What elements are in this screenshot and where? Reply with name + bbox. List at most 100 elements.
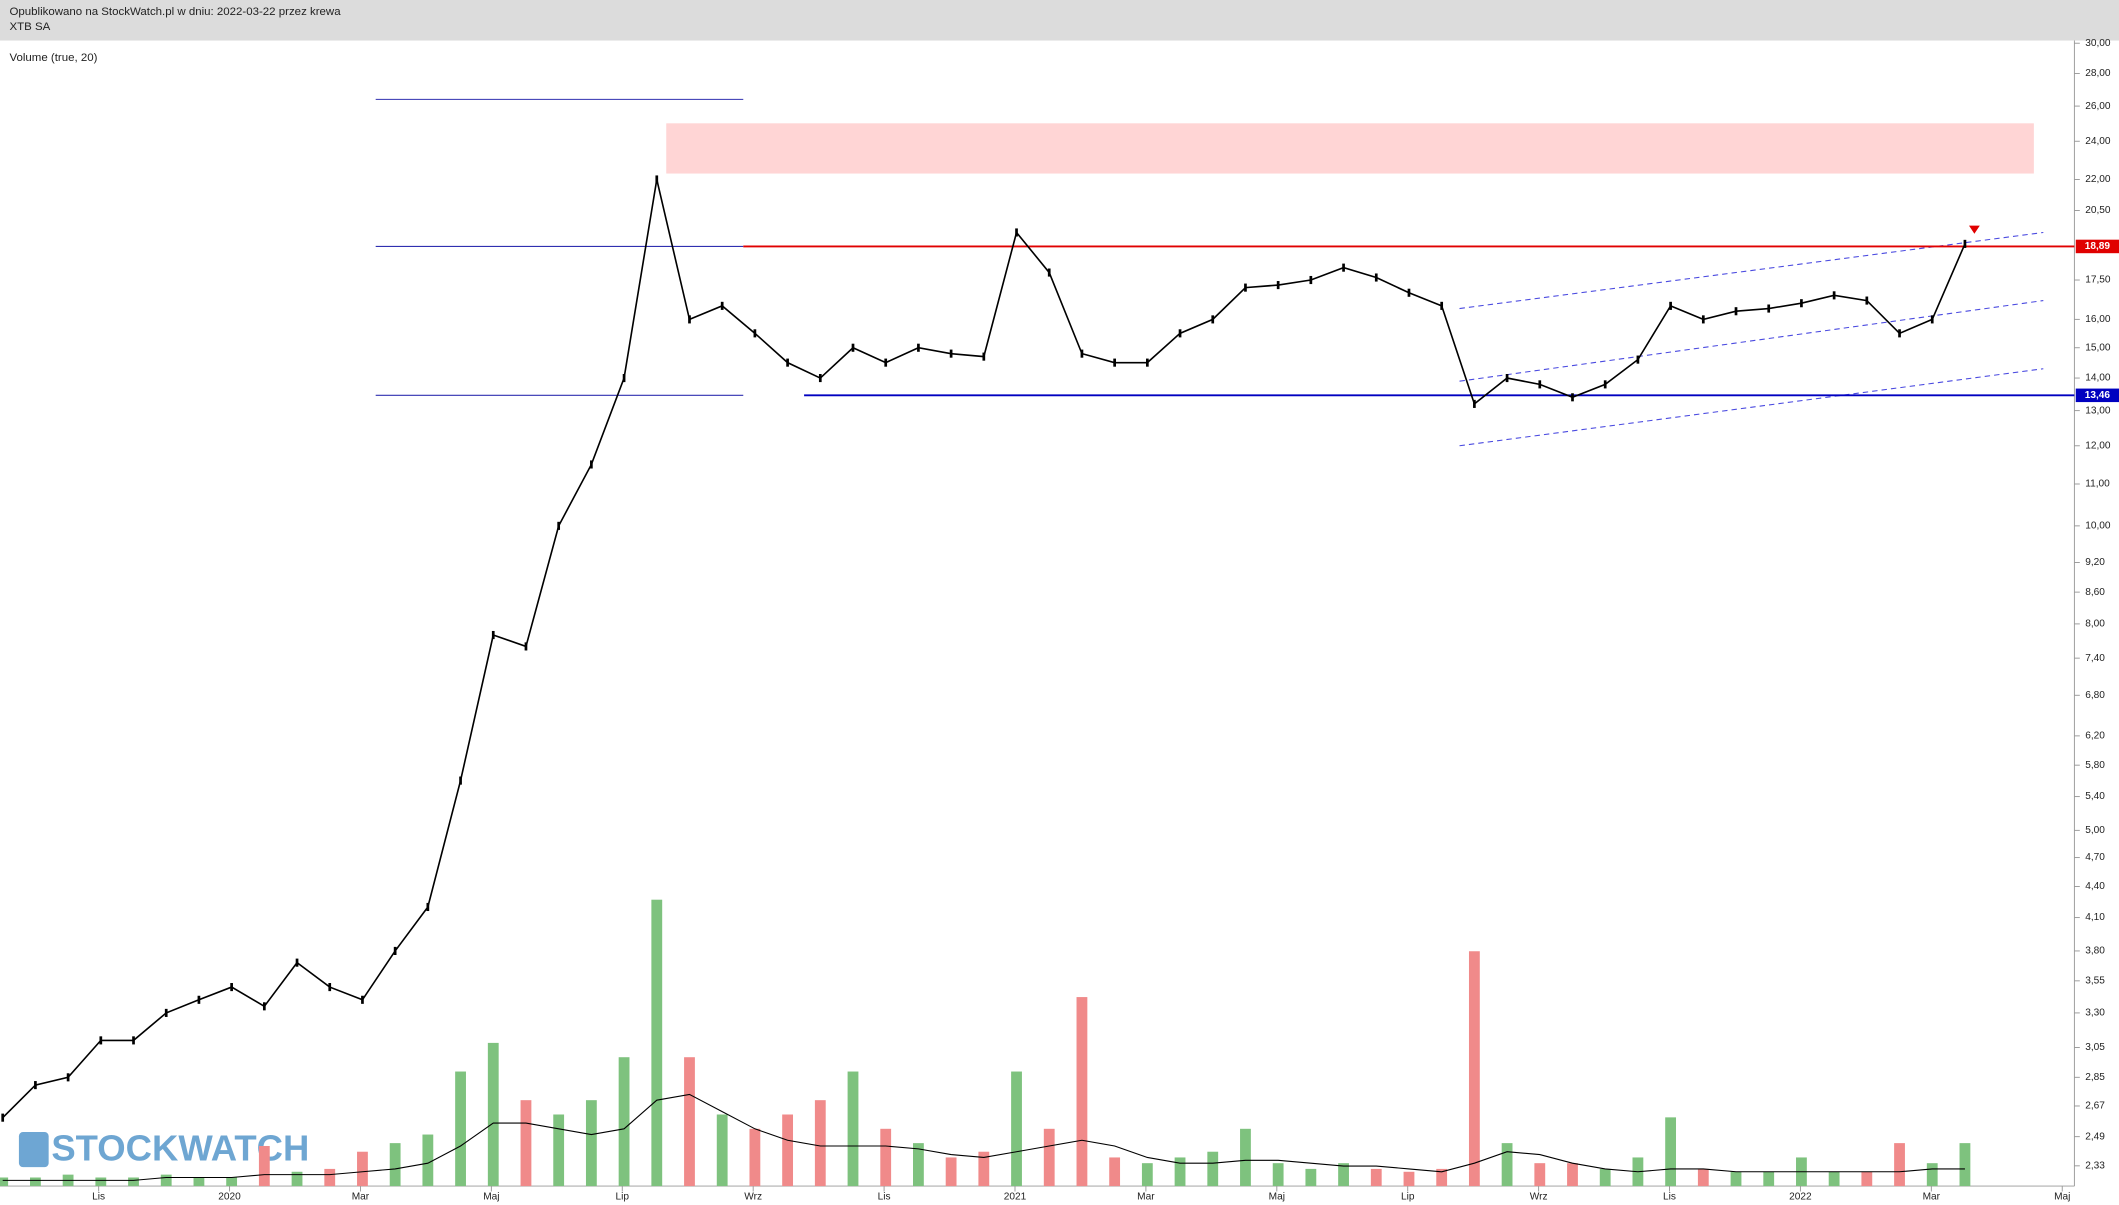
y-tick-label: 24,00 [2085, 136, 2111, 147]
y-tick-label: 5,80 [2085, 760, 2105, 771]
x-tick-label: Wrz [1530, 1192, 1548, 1203]
volume-bar [1763, 1171, 1775, 1187]
x-tick-label: Lip [616, 1192, 630, 1203]
volume-bar [716, 1114, 728, 1187]
volume-bar [1534, 1163, 1546, 1187]
volume-bar [1730, 1171, 1742, 1187]
y-tick-label: 15,00 [2085, 342, 2111, 353]
y-tick-label: 4,10 [2085, 912, 2105, 923]
y-tick-label: 3,30 [2085, 1008, 2105, 1019]
y-tick-label: 14,00 [2085, 373, 2111, 384]
price-line [2, 179, 1966, 1119]
channel-line [1459, 368, 2044, 447]
watermark: STOCKWATCH [51, 1128, 309, 1169]
symbol-text: XTB SA [9, 21, 50, 33]
volume-bar [651, 899, 663, 1187]
x-tick-label: Mar [352, 1192, 370, 1203]
x-tick-label: Lis [1663, 1192, 1676, 1203]
volume-ma [2, 1093, 1965, 1181]
volume-bar [160, 1174, 172, 1187]
y-tick-label: 3,55 [2085, 976, 2105, 987]
volume-bar [487, 1042, 499, 1187]
signal-marker [1968, 225, 1980, 234]
volume-bar [1305, 1168, 1317, 1187]
volume-bar [291, 1171, 303, 1187]
volume-bar [553, 1114, 565, 1187]
level-tag [2075, 388, 2119, 403]
volume-bar [1959, 1143, 1971, 1187]
header-bar [0, 0, 2119, 41]
y-tick-label: 12,00 [2085, 440, 2111, 451]
volume-bar [324, 1168, 336, 1187]
y-tick-label: 26,00 [2085, 101, 2111, 112]
volume-bar [1403, 1171, 1415, 1187]
volume-bar [389, 1143, 401, 1187]
y-tick-label: 2,67 [2085, 1101, 2105, 1112]
volume-bar [1468, 951, 1480, 1187]
y-tick-label: 5,00 [2085, 825, 2105, 836]
indicator-label: Volume (true, 20) [9, 52, 97, 64]
volume-bar [684, 1057, 695, 1187]
volume-bar [128, 1177, 139, 1187]
volume-bar [782, 1114, 794, 1187]
volume-bar [1599, 1168, 1611, 1187]
x-tick-label: Mar [1923, 1192, 1941, 1203]
volume-bar [749, 1128, 761, 1187]
volume-bar [847, 1071, 859, 1187]
resistance-zone [666, 123, 2034, 174]
volume-bar [520, 1100, 532, 1187]
x-tick-label: Lip [1401, 1192, 1415, 1203]
y-tick-label: 11,00 [2085, 479, 2110, 490]
y-tick-label: 30,00 [2085, 38, 2111, 49]
volume-bar [1011, 1071, 1022, 1187]
y-tick-label: 8,60 [2085, 587, 2105, 598]
volume-bar [422, 1134, 434, 1187]
y-tick-label: 7,40 [2085, 653, 2105, 664]
volume-bar [913, 1143, 924, 1187]
y-tick-label: 10,00 [2085, 521, 2111, 532]
volume-bar [1665, 1117, 1677, 1187]
level-tag-label: 18,89 [2085, 241, 2111, 252]
y-tick-label: 6,20 [2085, 731, 2105, 742]
y-tick-label: 9,20 [2085, 557, 2105, 568]
x-tick-label: Wrz [744, 1192, 762, 1203]
volume-bar [357, 1151, 368, 1187]
channel-line [1459, 231, 2044, 310]
volume-bar [1076, 997, 1088, 1187]
volume-bar [1109, 1157, 1121, 1187]
volume-bar [1567, 1163, 1578, 1187]
volume-bar [1370, 1168, 1382, 1187]
volume-bar [1861, 1171, 1873, 1187]
level-tag [2075, 239, 2119, 254]
y-tick-label: 6,80 [2085, 690, 2105, 701]
y-tick-label: 22,00 [2085, 174, 2111, 185]
volume-bar [1141, 1163, 1153, 1187]
volume-bar [1926, 1163, 1938, 1187]
published-text: Opublikowano na StockWatch.pl w dniu: 20… [9, 6, 341, 18]
volume-bar [455, 1071, 466, 1187]
y-tick-label: 17,50 [2085, 275, 2111, 286]
x-tick-label: 2020 [218, 1192, 241, 1203]
y-tick-label: 28,00 [2085, 68, 2111, 79]
volume-bar [1043, 1128, 1055, 1187]
y-tick-label: 4,40 [2085, 881, 2105, 892]
volume-bar [30, 1177, 41, 1187]
volume-bar [618, 1057, 630, 1187]
volume-bar [226, 1177, 238, 1187]
logo-icon [18, 1132, 49, 1168]
volume-bar [880, 1128, 892, 1187]
y-tick-label: 3,05 [2085, 1042, 2105, 1053]
volume-bar [0, 1177, 9, 1187]
level-tag-label: 13,46 [2085, 390, 2111, 401]
volume-bar [1338, 1163, 1349, 1187]
volume-bar [95, 1177, 107, 1187]
channel-line [1459, 300, 2044, 382]
volume-bar [1894, 1143, 1905, 1187]
x-tick-label: 2022 [1789, 1192, 1812, 1203]
x-tick-label: 2021 [1004, 1192, 1027, 1203]
volume-bar [1828, 1171, 1840, 1187]
y-tick-label: 13,00 [2085, 405, 2111, 416]
y-tick-label: 20,50 [2085, 205, 2111, 216]
